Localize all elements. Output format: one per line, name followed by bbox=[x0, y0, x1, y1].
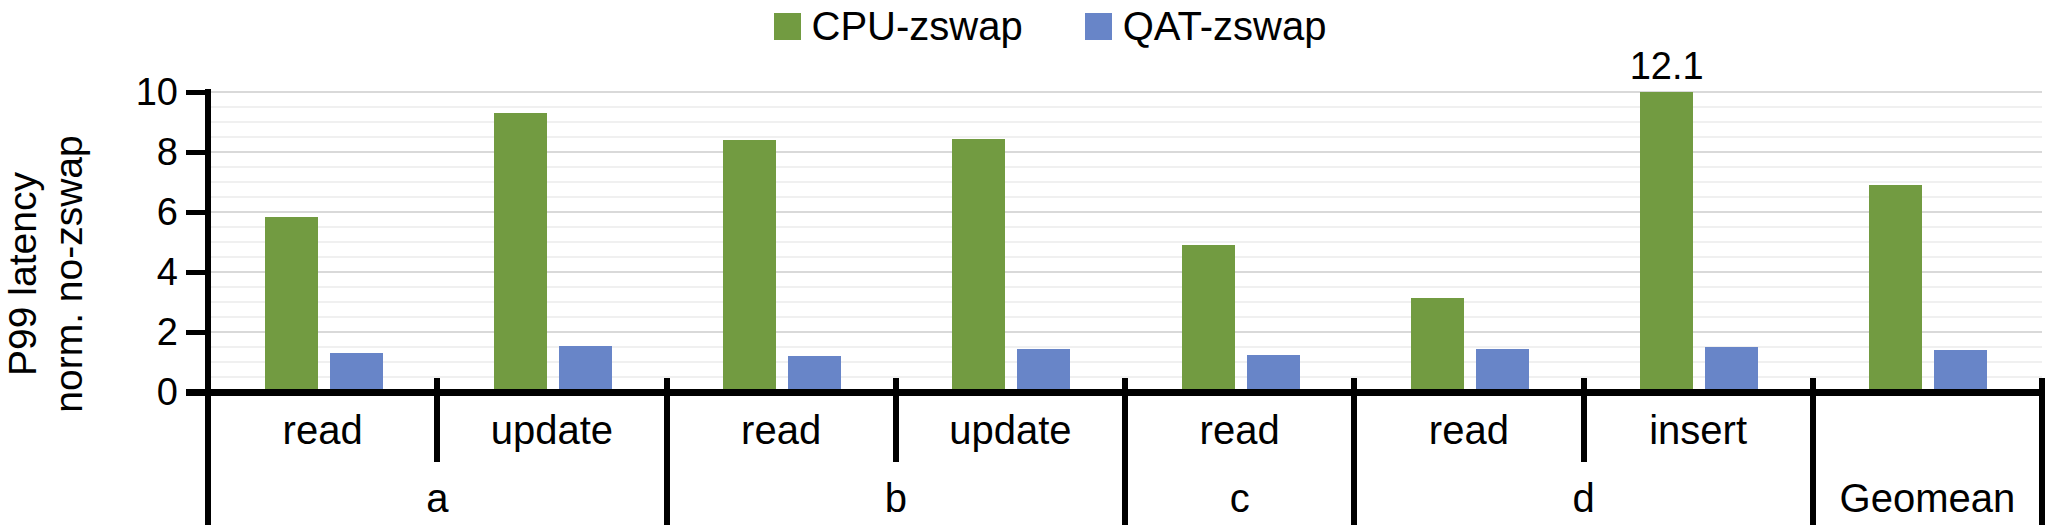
legend: CPU-zswap QAT-zswap bbox=[50, 2, 2050, 50]
major-gridline bbox=[208, 151, 2042, 153]
minor-gridline bbox=[208, 136, 2042, 138]
major-gridline bbox=[208, 211, 2042, 213]
minor-gridline bbox=[208, 316, 2042, 318]
legend-item-cpu-zswap: CPU-zswap bbox=[774, 3, 1023, 49]
y-tick-label: 10 bbox=[98, 70, 178, 114]
bar-cpu-zswap bbox=[952, 139, 1005, 393]
y-tick-label: 8 bbox=[98, 130, 178, 174]
minor-gridline bbox=[208, 241, 2042, 243]
minor-gridline bbox=[208, 226, 2042, 228]
group-label: a bbox=[208, 476, 667, 520]
minor-gridline bbox=[208, 286, 2042, 288]
category-label: read bbox=[208, 408, 437, 452]
minor-gridline bbox=[208, 181, 2042, 183]
group-label: b bbox=[667, 476, 1126, 520]
minor-gridline bbox=[208, 256, 2042, 258]
bar-cpu-zswap bbox=[1182, 245, 1235, 392]
minor-gridline bbox=[208, 121, 2042, 123]
y-axis-title-line2: norm. no-zswap bbox=[46, 24, 92, 524]
y-axis-line bbox=[205, 89, 211, 525]
y-tick-label: 6 bbox=[98, 190, 178, 234]
bar-qat-zswap bbox=[1017, 349, 1070, 393]
category-label: read bbox=[1125, 408, 1354, 452]
bar-qat-zswap bbox=[1934, 350, 1987, 392]
y-tick-label: 4 bbox=[98, 250, 178, 294]
bar-cpu-zswap bbox=[1640, 92, 1693, 392]
bar-cpu-zswap bbox=[494, 113, 547, 392]
bar-cpu-zswap bbox=[723, 140, 776, 392]
bar-qat-zswap bbox=[1247, 355, 1300, 393]
chart-figure: CPU-zswap QAT-zswap P99 latency norm. no… bbox=[0, 0, 2050, 525]
bar-qat-zswap bbox=[1476, 349, 1529, 393]
category-label: insert bbox=[1584, 408, 1813, 452]
plot-right-border bbox=[2039, 378, 2045, 525]
bar-cpu-zswap bbox=[1869, 185, 1922, 392]
bar-qat-zswap bbox=[330, 353, 383, 392]
x-axis-line bbox=[186, 389, 2045, 396]
y-axis-title: P99 latency norm. no-zswap bbox=[0, 24, 104, 524]
legend-label-qat-zswap: QAT-zswap bbox=[1123, 3, 1327, 49]
legend-swatch-cpu-zswap bbox=[774, 13, 801, 40]
minor-gridline bbox=[208, 166, 2042, 168]
bar-qat-zswap bbox=[559, 346, 612, 393]
major-gridline bbox=[208, 271, 2042, 273]
group-label: c bbox=[1125, 476, 1354, 520]
y-tick-label: 2 bbox=[98, 310, 178, 354]
group-label: Geomean bbox=[1813, 476, 2042, 520]
minor-gridline bbox=[208, 361, 2042, 363]
legend-swatch-qat-zswap bbox=[1085, 13, 1112, 40]
category-label: read bbox=[1354, 408, 1583, 452]
legend-item-qat-zswap: QAT-zswap bbox=[1085, 3, 1327, 49]
category-label: update bbox=[896, 408, 1125, 452]
major-gridline bbox=[208, 91, 2042, 93]
major-gridline bbox=[208, 331, 2042, 333]
bar-cpu-zswap bbox=[1411, 298, 1464, 393]
minor-gridline bbox=[208, 346, 2042, 348]
bar-qat-zswap bbox=[788, 356, 841, 392]
y-tick-label: 0 bbox=[98, 370, 178, 414]
bar-value-label: 12.1 bbox=[1587, 46, 1747, 86]
category-label: update bbox=[437, 408, 666, 452]
bar-qat-zswap bbox=[1705, 347, 1758, 392]
group-label: d bbox=[1354, 476, 1813, 520]
y-axis-title-line1: P99 latency bbox=[0, 24, 46, 524]
category-label: read bbox=[667, 408, 896, 452]
minor-gridline bbox=[208, 196, 2042, 198]
minor-gridline bbox=[208, 301, 2042, 303]
legend-label-cpu-zswap: CPU-zswap bbox=[812, 3, 1023, 49]
minor-gridline bbox=[208, 106, 2042, 108]
bar-cpu-zswap bbox=[265, 217, 318, 393]
